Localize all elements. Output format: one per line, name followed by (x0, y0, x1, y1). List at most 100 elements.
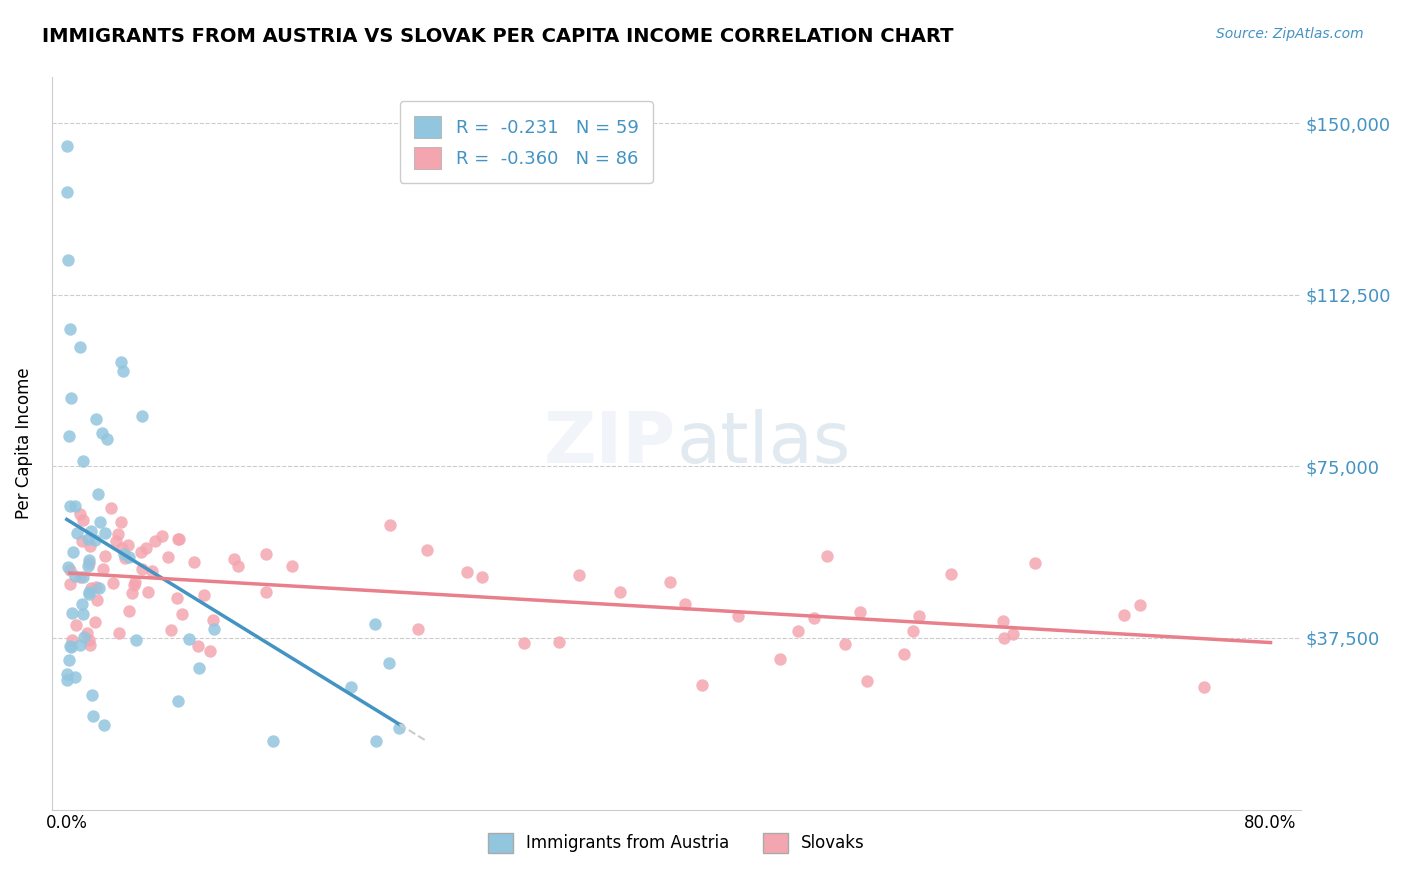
Point (82, 708, 104, 723)
Point (58, 429, 80, 443)
Point (513, 636, 536, 650)
Point (131, 561, 153, 575)
Point (63, 569, 86, 583)
Point (993, 631, 1015, 645)
Point (1024, 556, 1046, 570)
Point (117, 538, 139, 552)
Point (60, 607, 83, 621)
Point (815, 549, 838, 563)
Point (56, 673, 79, 687)
Point (84, 580, 107, 594)
Point (112, 364, 135, 378)
Point (204, 622, 226, 636)
Text: IMMIGRANTS FROM AUSTRIA VS SLOVAK PER CAPITA INCOME CORRELATION CHART: IMMIGRANTS FROM AUSTRIA VS SLOVAK PER CA… (42, 27, 953, 45)
Point (76, 625, 98, 640)
Point (908, 609, 931, 624)
Point (70, 534, 93, 549)
Point (80, 581, 103, 595)
Point (787, 624, 810, 639)
Point (167, 532, 190, 546)
Point (76, 558, 98, 573)
Point (69, 340, 91, 354)
Point (56, 559, 79, 574)
Point (855, 673, 877, 688)
Point (364, 734, 387, 748)
Point (281, 559, 304, 574)
Point (179, 632, 201, 646)
Point (690, 678, 713, 692)
Point (107, 526, 129, 541)
Point (72, 607, 94, 621)
Point (110, 516, 132, 530)
Point (849, 605, 872, 619)
Point (77, 585, 100, 599)
Point (122, 578, 145, 592)
Text: Source: ZipAtlas.com: Source: ZipAtlas.com (1216, 27, 1364, 41)
Point (69, 569, 91, 583)
Point (262, 734, 284, 748)
Point (72, 513, 94, 527)
Point (135, 541, 157, 555)
Point (1192, 681, 1215, 695)
Point (166, 532, 188, 546)
Point (673, 597, 696, 611)
Point (339, 680, 361, 694)
Point (547, 635, 569, 649)
Point (991, 615, 1014, 629)
Point (170, 607, 193, 621)
Point (160, 624, 183, 638)
Point (388, 721, 411, 735)
Point (59, 640, 82, 655)
Point (87, 581, 110, 595)
Point (143, 534, 166, 549)
Point (187, 639, 209, 653)
Point (129, 545, 152, 559)
Point (769, 652, 792, 666)
Point (107, 625, 129, 640)
Text: ZIP: ZIP (544, 409, 676, 478)
Point (1002, 627, 1025, 641)
Point (77, 532, 100, 546)
Point (136, 585, 159, 599)
Point (378, 657, 401, 671)
Point (901, 624, 924, 638)
Point (82, 689, 104, 703)
Point (59, 322, 82, 336)
Point (66, 526, 89, 541)
Point (59, 640, 82, 654)
Point (167, 693, 190, 707)
Point (91, 562, 114, 576)
Point (939, 567, 962, 582)
Point (118, 603, 141, 617)
Point (131, 409, 153, 424)
Point (193, 588, 215, 602)
Point (59, 577, 82, 591)
Point (93, 549, 115, 563)
Point (58, 653, 80, 667)
Point (79, 638, 101, 652)
Point (56, 667, 79, 681)
Point (157, 549, 180, 564)
Point (124, 574, 146, 589)
Point (60, 632, 83, 647)
Point (803, 610, 825, 624)
Point (91, 426, 114, 441)
Text: atlas: atlas (676, 409, 851, 478)
Point (77, 632, 100, 647)
Point (114, 551, 136, 566)
Point (69, 507, 91, 521)
Point (58, 253, 80, 268)
Point (183, 555, 205, 569)
Point (96, 432, 118, 446)
Point (1129, 598, 1152, 612)
Legend: R =  -0.231   N = 59, R =  -0.360   N = 86: R = -0.231 N = 59, R = -0.360 N = 86 (399, 101, 652, 183)
Point (65, 500, 87, 514)
Point (1114, 607, 1136, 622)
Point (121, 586, 143, 600)
Point (659, 574, 682, 589)
Point (79, 552, 101, 566)
Point (471, 570, 494, 584)
Point (150, 529, 173, 543)
Point (63, 670, 86, 684)
Point (893, 647, 915, 661)
